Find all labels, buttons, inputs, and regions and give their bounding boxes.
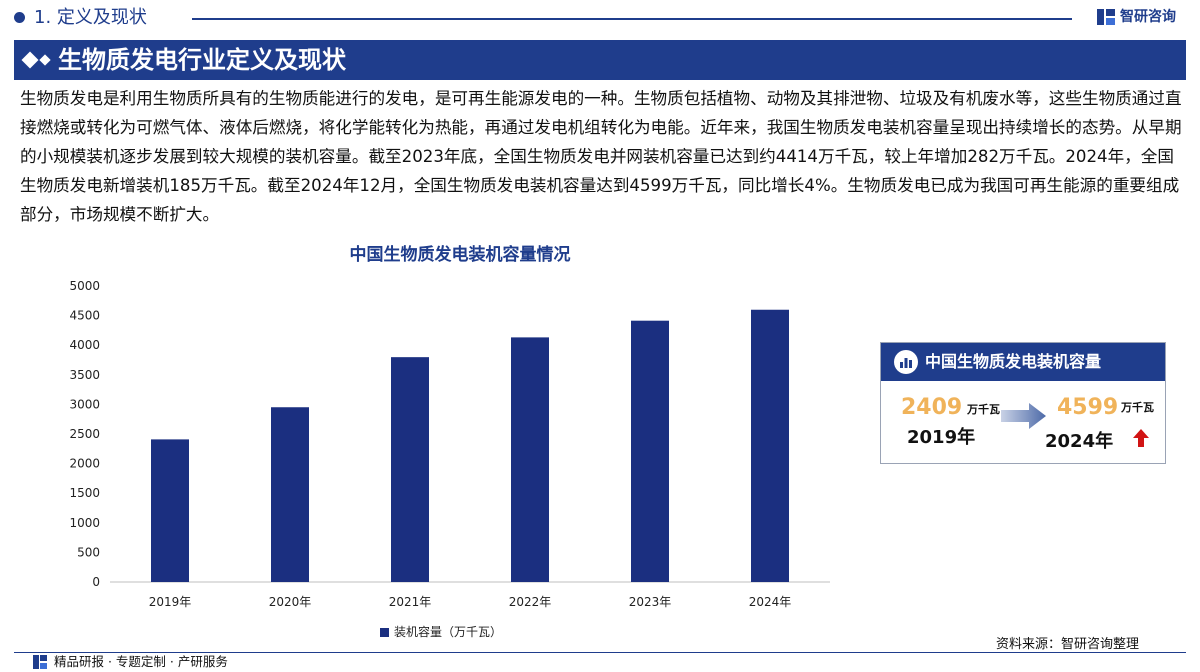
y-tick-label: 4500 [69,309,100,323]
y-tick-label: 1000 [69,516,100,530]
card-title: 中国生物质发电装机容量 [925,352,1102,371]
y-tick-label: 5000 [69,279,100,293]
x-axis: 2019年 2020年 2021年 2022年 2023年 2024年 [149,595,792,609]
bars [151,309,789,582]
bar [511,337,549,582]
bar [151,439,189,582]
x-tick-label: 2023年 [629,595,672,609]
y-tick-label: 3500 [69,368,100,382]
to-year: 2024年 [1045,431,1114,452]
x-tick-label: 2022年 [509,595,552,609]
footer-logo-icon [33,655,47,669]
header-rule [192,18,1072,20]
top-bar: 1. 定义及现状 智研咨询 [0,0,1200,36]
intro-paragraph: 生物质发电是利用生物质所具有的生物质能进行的发电，是可再生能源发电的一种。生物质… [20,89,1182,224]
y-axis: 0 500 1000 1500 2000 2500 3000 3500 4000 4500 5000 [69,279,100,589]
y-tick-label: 4000 [69,338,100,352]
diamond-small-icon [39,54,51,66]
y-tick-label: 1500 [69,486,100,500]
x-tick-label: 2021年 [389,595,432,609]
from-year: 2019年 [907,427,976,448]
footer-tagline: 精品研报 · 专题定制 · 产研服务 [54,654,228,669]
x-tick-label: 2024年 [749,595,792,609]
source-note: 资料来源：智研咨询整理 [996,637,1140,652]
banner-title: 生物质发电行业定义及现状 [58,46,346,74]
diamond-icon [21,51,39,69]
brand-name: 智研咨询 [1120,9,1176,25]
from-value: 2409 [901,395,963,420]
legend-label: 装机容量（万千瓦） [394,625,503,639]
x-tick-label: 2020年 [269,595,312,609]
chart-legend: 装机容量（万千瓦） [380,624,502,640]
legend-swatch [380,627,389,637]
footer: 精品研报 · 专题定制 · 产研服务 [32,654,228,670]
to-unit: 万千瓦 [1121,401,1154,414]
bar [271,407,309,582]
title-banner: 生物质发电行业定义及现状 [14,40,1186,80]
brand: 智研咨询 [1096,7,1176,27]
chart-title: 中国生物质发电装机容量情况 [349,245,571,265]
up-arrow-icon [1133,429,1149,447]
capacity-card: 中国生物质发电装机容量 2409 万千瓦 2019年 4599 万千瓦 2024… [880,342,1166,464]
y-tick-label: 2000 [69,457,100,471]
bar [631,320,669,582]
footer-rule [14,652,1186,653]
card-header: 中国生物质发电装机容量 [881,343,1165,381]
from-unit: 万千瓦 [967,403,1000,416]
y-tick-label: 3000 [69,397,100,411]
y-tick-label: 2500 [69,427,100,441]
bar [391,357,429,582]
section-title: 1. 定义及现状 [34,7,147,28]
section-bullet-icon [14,12,25,23]
y-tick-label: 500 [77,545,100,559]
bar [751,309,789,582]
y-tick-label: 0 [92,575,100,589]
brand-logo-icon [1097,9,1115,25]
bar-chart: 0 500 1000 1500 2000 2500 3000 3500 4000 4500 5000… [69,279,830,609]
to-value: 4599 [1057,395,1119,420]
chart-circle-icon [894,350,918,374]
right-arrow-icon [1001,403,1046,429]
x-tick-label: 2019年 [149,595,192,609]
